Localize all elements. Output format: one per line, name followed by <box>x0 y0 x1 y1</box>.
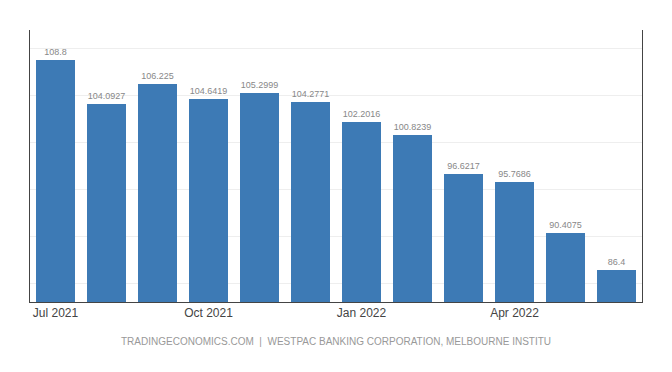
svg-text:Jul 2021: Jul 2021 <box>33 306 79 320</box>
svg-text:104.6419: 104.6419 <box>190 86 228 96</box>
svg-text:96.6217: 96.6217 <box>447 161 480 171</box>
svg-text:Jan 2022: Jan 2022 <box>337 306 387 320</box>
svg-text:104.0927: 104.0927 <box>88 91 126 101</box>
svg-text:104.2771: 104.2771 <box>292 89 330 99</box>
svg-text:108.8: 108.8 <box>44 47 67 57</box>
svg-text:Apr 2022: Apr 2022 <box>490 306 539 320</box>
svg-text:TRADINGECONOMICS.COM | WESTP: TRADINGECONOMICS.COM | WESTPAC BANKING C… <box>121 336 551 347</box>
svg-text:100.8239: 100.8239 <box>394 122 432 132</box>
svg-text:95.7686: 95.7686 <box>498 169 531 179</box>
svg-text:Oct 2021: Oct 2021 <box>184 306 233 320</box>
svg-text:86.4: 86.4 <box>608 257 626 267</box>
svg-text:90.4075: 90.4075 <box>549 220 582 230</box>
svg-text:106.225: 106.225 <box>141 71 174 81</box>
svg-text:102.2016: 102.2016 <box>343 109 381 119</box>
svg-text:105.2999: 105.2999 <box>241 80 279 90</box>
